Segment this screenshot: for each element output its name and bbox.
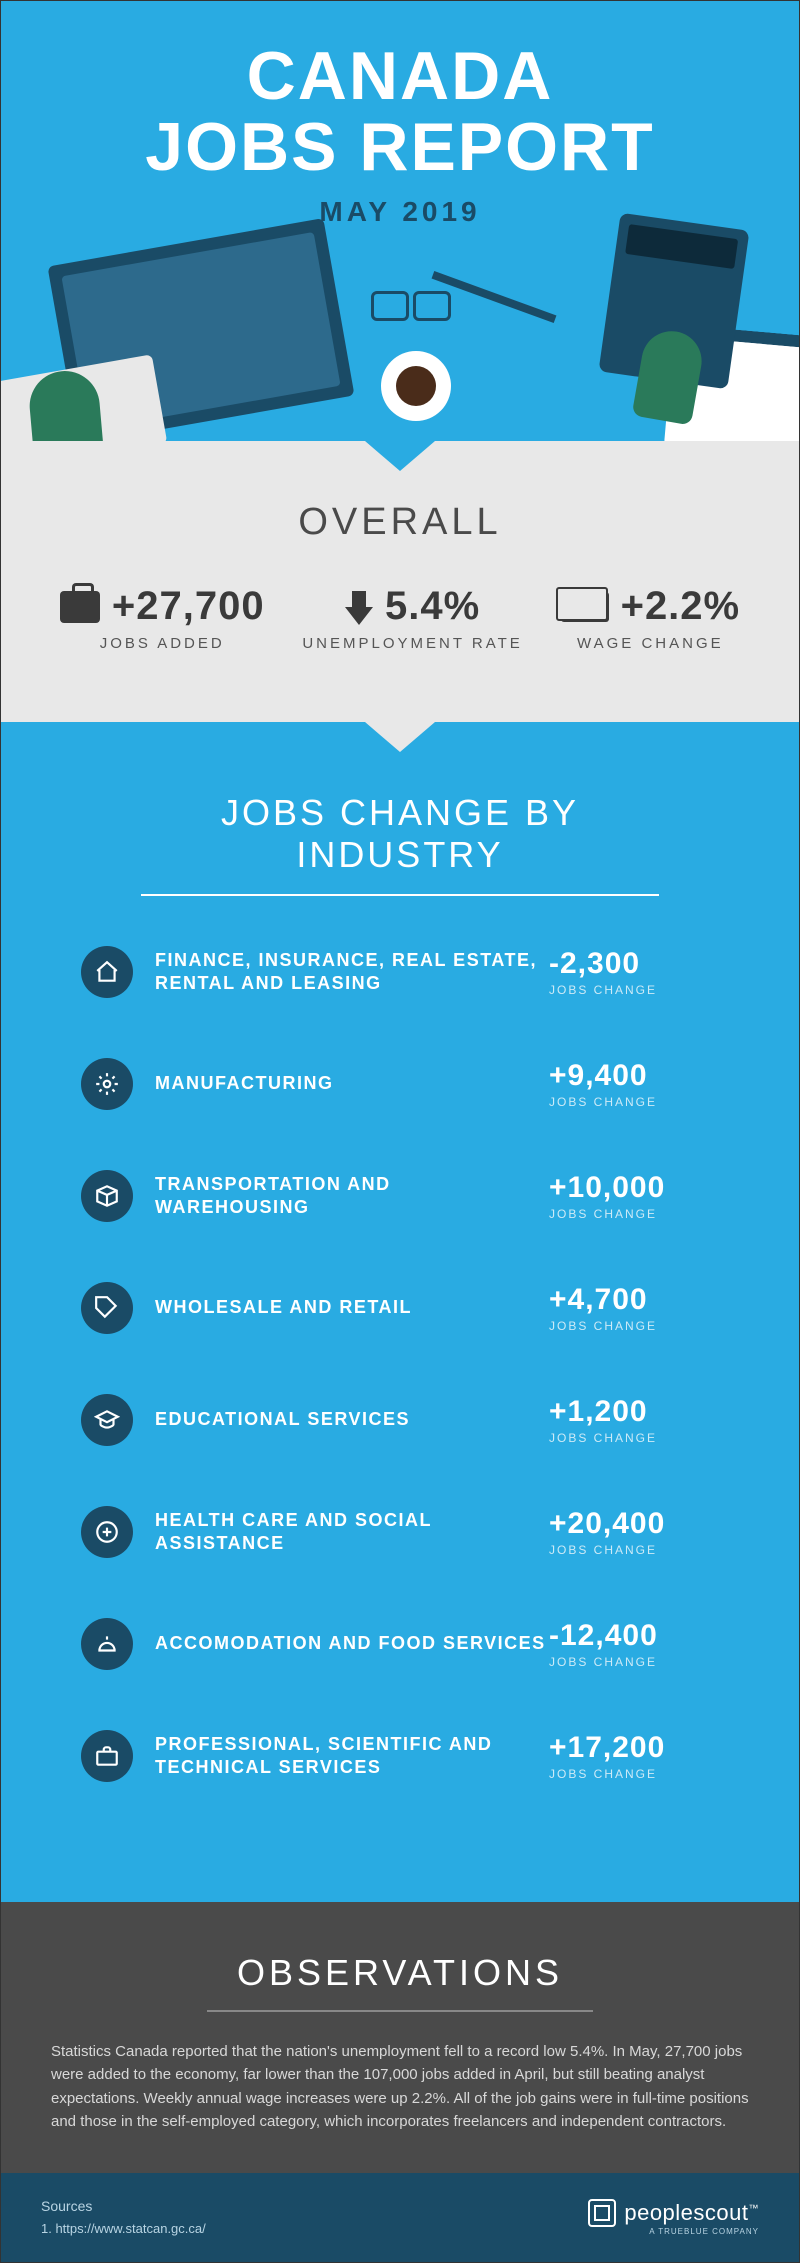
industry-label: ACCOMODATION AND FOOD SERVICES [155,1632,549,1655]
gear-icon [81,1058,133,1110]
industry-label: TRANSPORTATION AND WAREHOUSING [155,1173,549,1220]
industry-row: ACCOMODATION AND FOOD SERVICES-12,400 JOB… [81,1618,719,1670]
header-section: CANADA JOBS REPORT MAY 2019 [1,1,799,441]
brand-subtitle: A TRUEBLUE COMPANY [588,2227,759,2236]
brand-logo: peoplescout™ A TRUEBLUE COMPANY [588,2199,759,2236]
industry-number: +17,200 [549,1731,719,1765]
industry-row: PROFESSIONAL, SCIENTIFIC AND TECHNICAL S… [81,1730,719,1782]
stat-label: UNEMPLOYMENT RATE [302,635,522,652]
tag-icon [81,1282,133,1334]
industry-row: HEALTH CARE AND SOCIAL ASSISTANCE+20,400… [81,1506,719,1558]
title-line1: CANADA [247,38,554,114]
pointer-down-icon [365,722,435,752]
sources-block: Sources 1. https://www.statcan.gc.ca/ [41,2195,206,2240]
overall-section: OVERALL +27,700 JOBS ADDED 5.4% UNEMPLOY… [1,441,799,722]
stat-wage-change: +2.2% WAGE CHANGE [561,584,741,652]
stat-value: 5.4% [385,584,480,629]
observations-body: Statistics Canada reported that the nati… [51,2040,749,2133]
industry-section: JOBS CHANGE BY INDUSTRY FINANCE, INSURAN… [1,722,799,1902]
infographic-container: CANADA JOBS REPORT MAY 2019 OVERALL +27,… [0,0,800,2263]
industry-value: -2,300 JOBS CHANGE [549,947,719,997]
stat-value: +27,700 [112,584,265,629]
industry-row: WHOLESALE AND RETAIL+4,700 JOBS CHANGE [81,1282,719,1334]
observations-heading: OBSERVATIONS [207,1952,593,2012]
industry-value: +10,000 JOBS CHANGE [549,1171,719,1221]
cash-icon [561,592,609,622]
stats-row: +27,700 JOBS ADDED 5.4% UNEMPLOYMENT RAT… [41,584,759,652]
glasses-icon [371,291,451,321]
medical-icon [81,1506,133,1558]
footer-section: Sources 1. https://www.statcan.gc.ca/ pe… [1,2173,799,2262]
industry-sublabel: JOBS CHANGE [549,1095,719,1109]
house-icon [81,946,133,998]
industry-value: -12,400 JOBS CHANGE [549,1619,719,1669]
main-title: CANADA JOBS REPORT [21,41,779,184]
stat-value: +2.2% [621,584,741,629]
stat-label: JOBS ADDED [60,635,265,652]
industry-heading: JOBS CHANGE BY INDUSTRY [141,792,659,896]
industry-sublabel: JOBS CHANGE [549,1543,719,1557]
industry-label: HEALTH CARE AND SOCIAL ASSISTANCE [155,1509,549,1556]
industry-number: +20,400 [549,1507,719,1541]
briefcase-icon [60,591,100,623]
industry-label: EDUCATIONAL SERVICES [155,1408,549,1431]
industry-row: FINANCE, INSURANCE, REAL ESTATE, RENTAL … [81,946,719,998]
industry-label: MANUFACTURING [155,1072,549,1095]
stat-jobs-added: +27,700 JOBS ADDED [60,584,265,652]
desk-illustration [1,221,799,441]
logo-mark-icon [588,2199,616,2227]
industry-value: +4,700 JOBS CHANGE [549,1283,719,1333]
industry-sublabel: JOBS CHANGE [549,983,719,997]
industry-row: EDUCATIONAL SERVICES+1,200 JOBS CHANGE [81,1394,719,1446]
case-icon [81,1730,133,1782]
industry-number: +1,200 [549,1395,719,1429]
industry-value: +17,200 JOBS CHANGE [549,1731,719,1781]
industry-value: +9,400 JOBS CHANGE [549,1059,719,1109]
industry-value: +20,400 JOBS CHANGE [549,1507,719,1557]
title-line2: JOBS REPORT [145,109,654,185]
box-icon [81,1170,133,1222]
overall-heading: OVERALL [41,501,759,544]
industry-sublabel: JOBS CHANGE [549,1431,719,1445]
industry-rows: FINANCE, INSURANCE, REAL ESTATE, RENTAL … [81,946,719,1782]
industry-label: PROFESSIONAL, SCIENTIFIC AND TECHNICAL S… [155,1733,549,1780]
source-link: 1. https://www.statcan.gc.ca/ [41,2219,206,2240]
brand-name: peoplescout™ [624,2200,759,2226]
industry-sublabel: JOBS CHANGE [549,1655,719,1669]
industry-label: WHOLESALE AND RETAIL [155,1296,549,1319]
industry-sublabel: JOBS CHANGE [549,1767,719,1781]
industry-row: TRANSPORTATION AND WAREHOUSING+10,000 JOB… [81,1170,719,1222]
dish-icon [81,1618,133,1670]
industry-row: MANUFACTURING+9,400 JOBS CHANGE [81,1058,719,1110]
stat-label: WAGE CHANGE [561,635,741,652]
industry-label: FINANCE, INSURANCE, REAL ESTATE, RENTAL … [155,949,549,996]
gradcap-icon [81,1394,133,1446]
industry-sublabel: JOBS CHANGE [549,1319,719,1333]
pointer-down-icon [365,441,435,471]
industry-value: +1,200 JOBS CHANGE [549,1395,719,1445]
sources-label: Sources [41,2195,206,2217]
arrow-down-icon [345,607,373,625]
industry-number: +4,700 [549,1283,719,1317]
coffee-cup-icon [381,351,451,421]
industry-sublabel: JOBS CHANGE [549,1207,719,1221]
industry-number: -2,300 [549,947,719,981]
stat-unemployment: 5.4% UNEMPLOYMENT RATE [302,584,522,652]
observations-section: OBSERVATIONS Statistics Canada reported … [1,1902,799,2173]
industry-number: -12,400 [549,1619,719,1653]
industry-number: +10,000 [549,1171,719,1205]
industry-number: +9,400 [549,1059,719,1093]
